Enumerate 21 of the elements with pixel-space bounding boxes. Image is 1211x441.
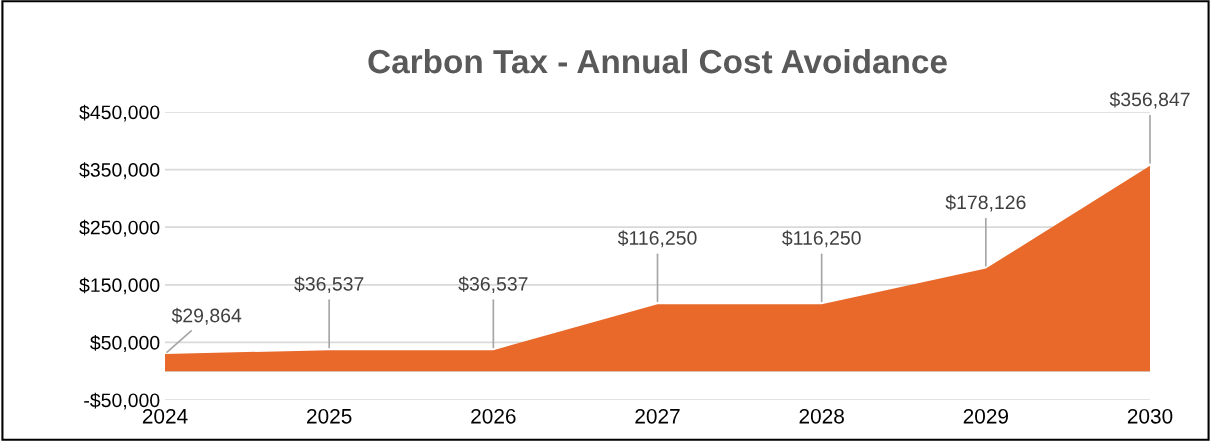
x-tick-label: 2029	[963, 408, 1009, 424]
y-tick-label: $350,000	[79, 162, 160, 180]
text: $356,847	[1109, 91, 1190, 109]
text: $116,250	[782, 230, 861, 248]
y-tick-label: $50,000	[90, 335, 160, 352]
x-tick-label: 2024	[142, 408, 188, 424]
text: $29,864	[171, 307, 242, 325]
text: $178,126	[945, 194, 1026, 212]
x-tick-label: 2025	[307, 408, 352, 424]
y-tick-label: $150,000	[79, 277, 160, 295]
text: $36,537	[294, 276, 364, 294]
chart-title: Carbon Tax - Annual Cost Avoidance	[368, 48, 947, 74]
x-tick-label: 2030	[1127, 408, 1173, 424]
x-tick-label: 2026	[471, 408, 516, 424]
y-tick-label: $450,000	[79, 104, 160, 122]
y-tick-label: $250,000	[79, 219, 160, 237]
x-tick-label: 2028	[799, 408, 844, 424]
x-tick-label: 2027	[635, 408, 680, 424]
text: $36,537	[458, 276, 528, 294]
text: $116,250	[617, 230, 697, 248]
y-tick-label: -$50,000	[84, 392, 160, 410]
